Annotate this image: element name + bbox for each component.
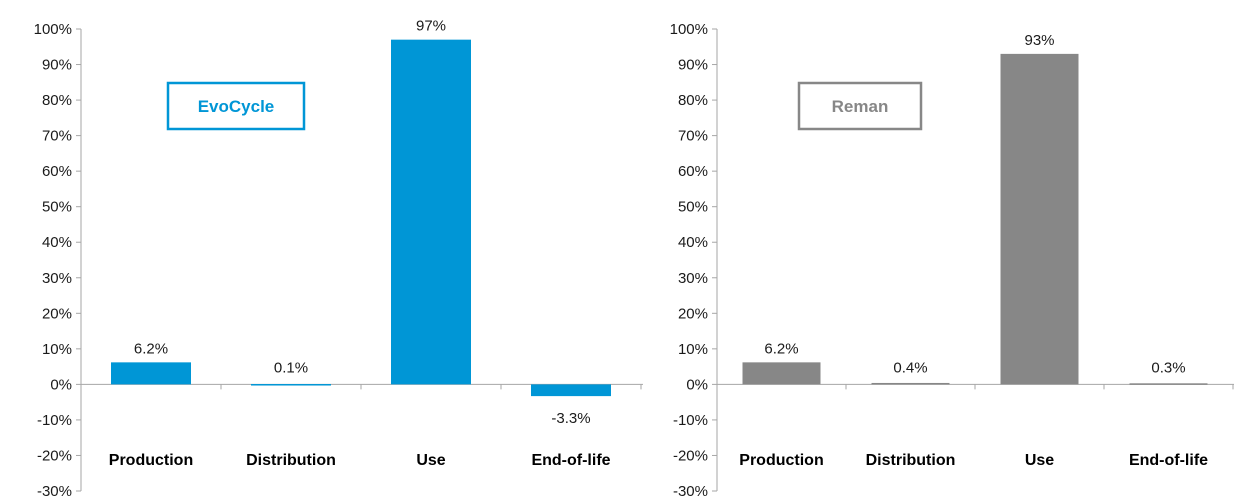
chart-title: Reman bbox=[832, 97, 889, 116]
y-tick-label: -30% bbox=[673, 483, 708, 497]
category-label: End-of-life bbox=[1129, 452, 1208, 469]
chart-title-box bbox=[797, 81, 923, 131]
category-label: Production bbox=[739, 452, 823, 469]
y-tick-label: 50% bbox=[42, 199, 72, 216]
y-tick-label: 60% bbox=[678, 163, 708, 180]
y-tick-label: -10% bbox=[673, 412, 708, 429]
chart-panel-2: -30% -20% -10% 0% 10% 20% 30% 40% 50% 60% 70% 80% 90… bbox=[670, 21, 1234, 500]
data-label: -3.3% bbox=[551, 410, 590, 427]
bar-production bbox=[742, 362, 821, 385]
bar-distribution bbox=[251, 384, 331, 386]
data-label: 0.3% bbox=[1151, 359, 1185, 376]
category-label: Use bbox=[1025, 452, 1054, 469]
y-tick-label: 40% bbox=[678, 234, 708, 251]
data-label: 93% bbox=[1024, 32, 1054, 49]
y-tick-label: -20% bbox=[673, 447, 708, 464]
y-tick-label: 90% bbox=[42, 57, 72, 74]
y-tick-label: 70% bbox=[42, 128, 72, 145]
category-label: Distribution bbox=[246, 452, 336, 469]
y-tick-label: 20% bbox=[678, 305, 708, 322]
data-label: 0.1% bbox=[274, 359, 308, 376]
y-tick-label: 20% bbox=[42, 305, 72, 322]
y-tick-label: 30% bbox=[678, 270, 708, 287]
data-label: 97% bbox=[416, 18, 446, 35]
category-label: Production bbox=[109, 452, 193, 469]
y-tick-label: 10% bbox=[678, 341, 708, 358]
data-label: 6.2% bbox=[134, 340, 168, 357]
category-label: End-of-life bbox=[531, 452, 610, 469]
chart-panel-1: -30% -20% -10% 0% 10% 20% 30% 40% 50% 60% 70% 80% 90… bbox=[34, 18, 643, 500]
y-tick-label: 100% bbox=[670, 21, 708, 38]
y-tick-label: 100% bbox=[34, 21, 72, 38]
y-tick-label: 40% bbox=[42, 234, 72, 251]
bar-use bbox=[391, 39, 471, 385]
category-label: Use bbox=[416, 452, 445, 469]
y-tick-label: -30% bbox=[37, 483, 72, 497]
y-tick-label: 90% bbox=[678, 57, 708, 74]
y-tick-label: 50% bbox=[678, 199, 708, 216]
y-tick-label: 0% bbox=[50, 376, 72, 393]
bar-production bbox=[111, 362, 191, 385]
y-tick-label: 70% bbox=[678, 128, 708, 145]
y-tick-label: -20% bbox=[37, 447, 72, 464]
chart-title-box bbox=[166, 81, 306, 131]
y-tick-label: 60% bbox=[42, 163, 72, 180]
bar-end-of-life bbox=[1129, 383, 1208, 385]
bar-end-of-life bbox=[531, 384, 611, 397]
chart-title: EvoCycle bbox=[198, 97, 275, 116]
bar-use bbox=[1000, 53, 1079, 385]
data-label: 6.2% bbox=[764, 340, 798, 357]
y-tick-label: -10% bbox=[37, 412, 72, 429]
y-tick-label: 80% bbox=[678, 92, 708, 109]
y-tick-label: 0% bbox=[686, 376, 708, 393]
category-label: Distribution bbox=[866, 452, 956, 469]
data-label: 0.4% bbox=[893, 359, 927, 376]
y-tick-label: 10% bbox=[42, 341, 72, 358]
y-tick-label: 30% bbox=[42, 270, 72, 287]
bar-distribution bbox=[871, 382, 950, 385]
y-tick-label: 80% bbox=[42, 92, 72, 109]
